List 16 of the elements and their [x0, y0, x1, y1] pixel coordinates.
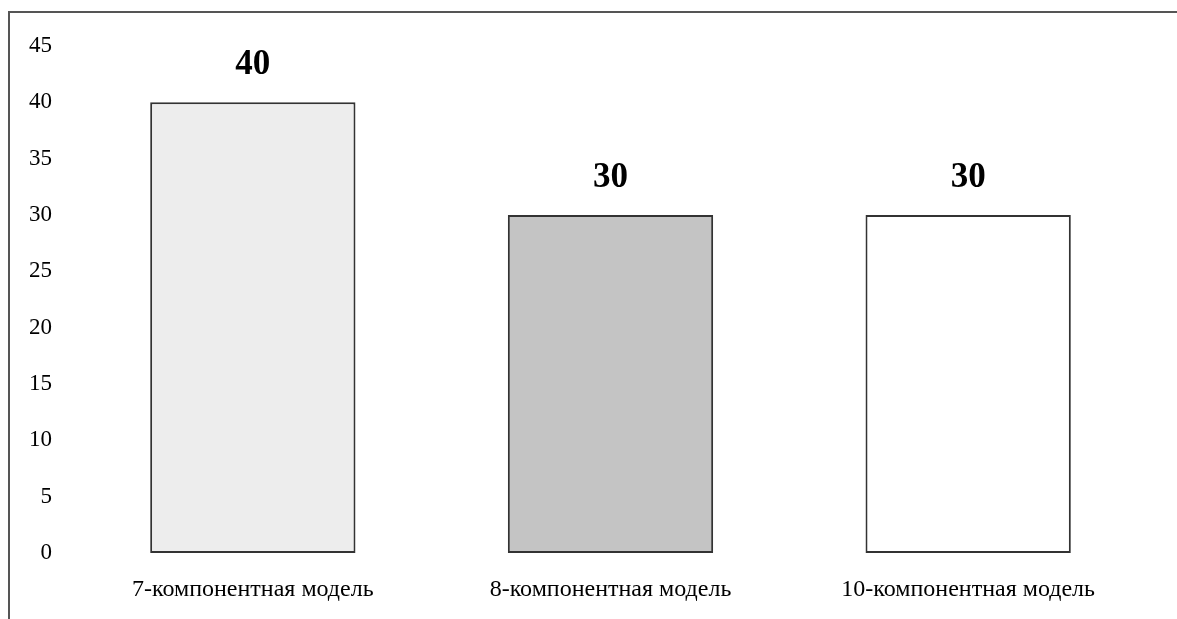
y-tick-label: 45	[29, 32, 52, 58]
y-tick-label: 10	[29, 426, 52, 452]
y-tick-label: 30	[29, 201, 52, 227]
x-tick-label: 7-компонентная модель	[132, 574, 374, 601]
y-tick-label: 5	[40, 482, 52, 508]
y-tick-label: 0	[40, 539, 52, 565]
data-label: 40	[235, 42, 271, 82]
x-tick-label: 10-компонентная модель	[841, 574, 1096, 601]
y-tick-label: 20	[29, 313, 52, 339]
y-tick-label: 35	[29, 144, 52, 170]
data-label: 30	[593, 155, 628, 195]
y-tick-label: 40	[29, 88, 52, 114]
x-tick-label: 8-компонентная модель	[489, 574, 732, 601]
data-label: 30	[950, 155, 986, 195]
y-tick-label: 25	[29, 257, 52, 283]
y-tick-label: 15	[29, 370, 52, 396]
